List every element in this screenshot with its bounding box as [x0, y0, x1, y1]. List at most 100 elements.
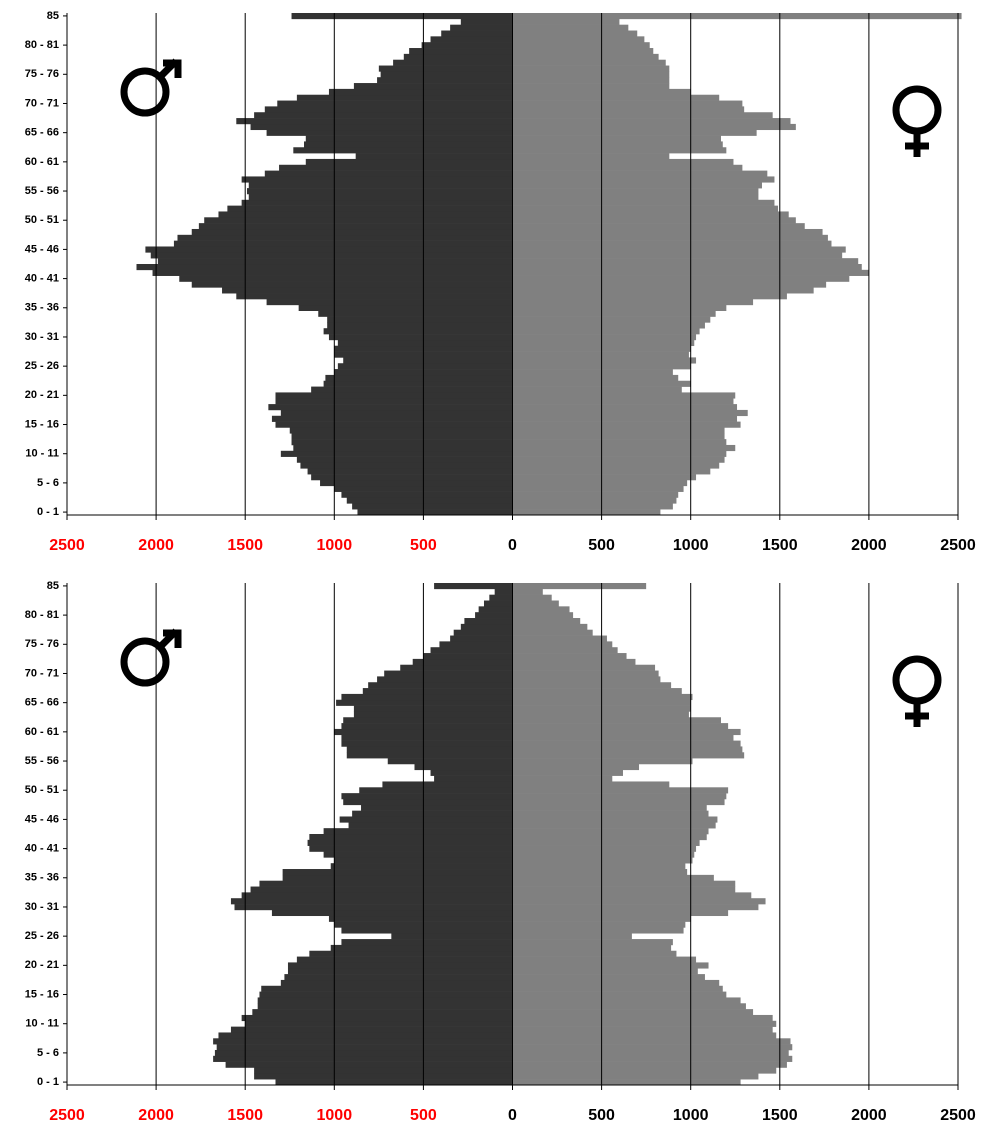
bar — [512, 153, 670, 160]
bar — [287, 962, 513, 969]
bar — [222, 287, 513, 294]
bar — [241, 199, 513, 206]
bar — [248, 182, 513, 189]
bar — [261, 985, 513, 992]
bar — [179, 275, 513, 282]
bar — [254, 1073, 513, 1080]
bar — [387, 758, 513, 765]
bar — [512, 804, 707, 811]
bar — [512, 734, 734, 741]
bar — [512, 264, 862, 271]
bar — [275, 421, 513, 428]
y-tick-label: 15 - 16 — [25, 988, 59, 1000]
bar — [275, 392, 513, 399]
bar — [323, 851, 513, 858]
bar — [512, 676, 661, 683]
bar — [400, 664, 513, 671]
y-tick-label: 20 - 21 — [25, 959, 59, 971]
x-tick-label: 1000 — [673, 537, 709, 554]
bar — [512, 53, 659, 60]
bar — [409, 48, 513, 55]
bar — [512, 623, 588, 630]
male-symbol — [120, 58, 182, 687]
bar — [512, 450, 727, 457]
bar — [377, 77, 513, 84]
x-tick-label: 1500 — [762, 1107, 798, 1124]
bar — [368, 682, 513, 689]
bar — [512, 629, 593, 636]
bar — [204, 217, 513, 224]
bar — [512, 985, 723, 992]
bar — [512, 509, 661, 516]
bar — [421, 42, 513, 49]
bar — [382, 781, 513, 788]
bar — [512, 433, 725, 440]
bar — [412, 658, 513, 666]
bar — [259, 991, 513, 998]
y-tick-label: 35 - 36 — [25, 302, 59, 314]
bar — [512, 170, 768, 177]
bar — [254, 1067, 513, 1074]
bar — [512, 258, 859, 265]
bar — [145, 246, 513, 253]
bar — [257, 1003, 513, 1010]
bar — [512, 1032, 777, 1039]
x-tick-label: 2000 — [138, 537, 174, 554]
bar — [393, 59, 513, 66]
bar — [512, 158, 734, 166]
bar — [282, 874, 513, 881]
y-tick-label: 65 - 66 — [25, 697, 59, 709]
bar — [512, 880, 736, 887]
bar — [282, 869, 513, 876]
bar — [323, 380, 513, 387]
bar — [357, 509, 513, 516]
bar — [512, 106, 745, 113]
y-tick-label: 5 - 6 — [37, 477, 59, 489]
bar — [512, 612, 574, 619]
x-tick-label: 500 — [588, 537, 615, 554]
bar — [512, 950, 677, 957]
bar — [512, 135, 721, 142]
bar — [512, 717, 721, 724]
bar — [305, 135, 513, 142]
bar — [512, 503, 673, 510]
y-tick-label: 10 - 11 — [25, 1018, 59, 1030]
bar — [241, 1014, 513, 1022]
bar — [423, 653, 513, 660]
bar — [512, 94, 720, 101]
bar — [453, 629, 513, 636]
bar — [512, 71, 670, 78]
bar — [300, 462, 513, 469]
bar — [512, 234, 828, 241]
female-symbol — [892, 85, 942, 727]
bar — [512, 600, 559, 607]
bar — [512, 299, 754, 306]
bar — [152, 269, 513, 276]
bar — [227, 205, 513, 212]
bar — [512, 392, 736, 399]
bar — [327, 322, 513, 329]
bar — [512, 427, 725, 434]
bar — [512, 641, 613, 648]
bar — [512, 474, 697, 481]
bar — [434, 583, 513, 590]
bar — [512, 1055, 793, 1062]
bar — [460, 623, 513, 630]
bar — [512, 246, 846, 253]
bar — [361, 804, 513, 811]
bar — [512, 810, 709, 817]
y-tick-label: 0 - 1 — [37, 1076, 59, 1088]
bar — [512, 228, 823, 236]
bar — [293, 444, 513, 452]
bar — [339, 816, 513, 823]
bar — [512, 386, 682, 393]
bar — [512, 398, 734, 405]
bar — [512, 939, 673, 946]
bar — [512, 728, 741, 736]
bar — [512, 816, 718, 823]
bar — [355, 153, 513, 160]
bar — [378, 65, 513, 72]
bar — [254, 112, 513, 119]
bar — [512, 439, 727, 446]
